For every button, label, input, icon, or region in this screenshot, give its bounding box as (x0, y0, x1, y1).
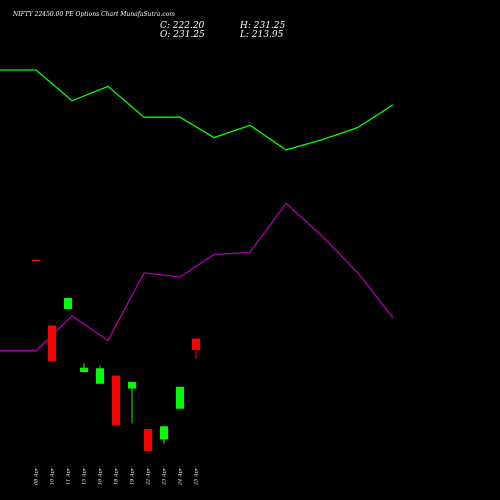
candle-body (112, 375, 120, 426)
date-label: 25 Apr (194, 467, 200, 486)
candle (64, 298, 72, 309)
candle (96, 365, 104, 384)
candle (80, 363, 88, 372)
date-label: 24 Apr (178, 467, 184, 486)
candle (192, 338, 200, 359)
candle-body (176, 386, 184, 409)
date-label: 11 Apr (66, 467, 72, 485)
date-label: 08 Apr (34, 467, 40, 485)
candle-body (192, 338, 200, 350)
candle (112, 375, 120, 426)
candle-body (96, 368, 104, 384)
date-label: 16 Apr (98, 467, 104, 485)
high-label: H: 231.25 (239, 21, 286, 31)
date-label: 23 Apr (162, 467, 168, 486)
candle-body (64, 298, 72, 309)
candle-body (48, 325, 56, 361)
close-label: C: 222.20 (160, 21, 205, 31)
date-axis: 08 Apr 10 Apr 11 Apr 15 Apr 16 Apr 18 Apr 19 A… (34, 467, 200, 486)
date-label: 19 Apr (130, 467, 136, 485)
candle-body (144, 429, 152, 451)
date-label: 22 Apr (146, 467, 152, 486)
candle (160, 426, 168, 444)
candle-body (32, 259, 40, 262)
candles (32, 259, 200, 451)
date-label: 10 Apr (50, 467, 56, 485)
date-label: 15 Apr (82, 467, 88, 485)
candle-body (160, 426, 168, 440)
low-label: L: 213.95 (239, 30, 284, 40)
indicator-lines (0, 69, 394, 352)
chart-title: NIFTY 22450.00 PE Options Chart MunafaSu… (12, 11, 175, 18)
candle-body (128, 382, 136, 389)
date-label: 18 Apr (114, 467, 120, 485)
candle (144, 429, 152, 451)
candle-body (80, 367, 88, 372)
candle (176, 386, 184, 409)
candle (32, 259, 40, 262)
candle (48, 325, 56, 361)
upper-line (0, 69, 394, 151)
lower-line (0, 202, 394, 352)
open-label: O: 231.25 (160, 30, 205, 40)
candle (128, 382, 136, 424)
